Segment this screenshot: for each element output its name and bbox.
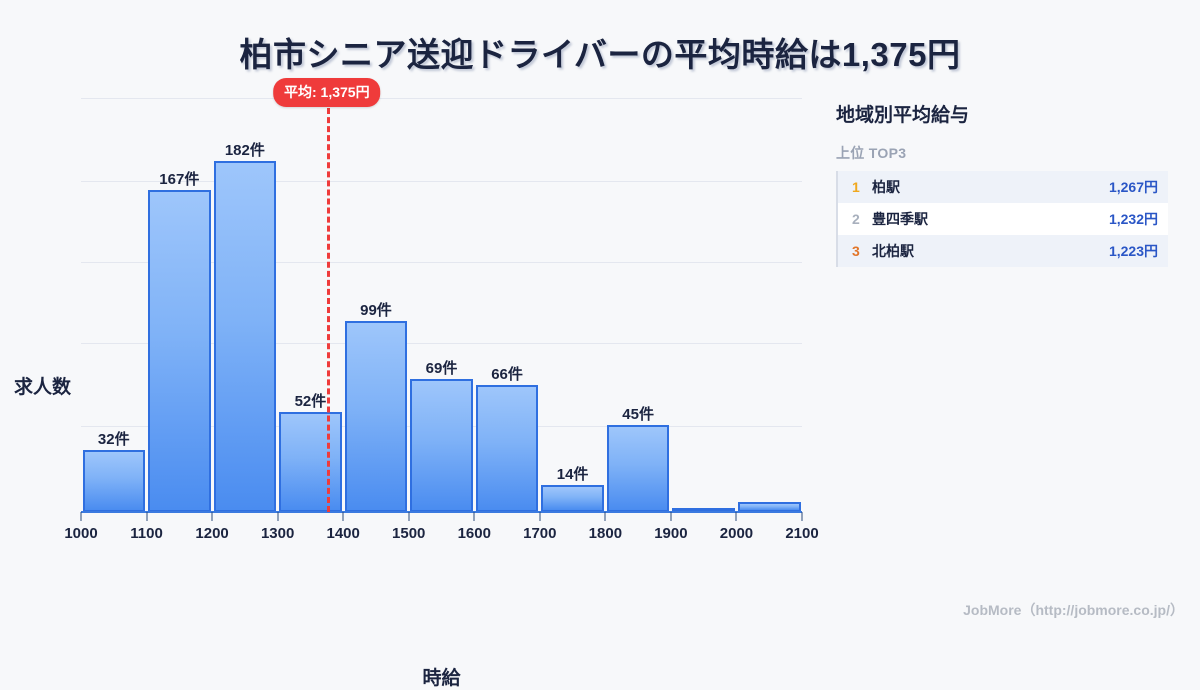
axis-tick-label: 1500 xyxy=(392,525,426,542)
histogram-bar[interactable]: 45件 xyxy=(606,406,670,512)
panel-subtitle: 上位 TOP3 xyxy=(836,145,907,161)
x-axis-ticks: 1000 1100 1200 1300 1400 1500 1600 1700 1800 1900… xyxy=(64,512,819,552)
gridline xyxy=(81,181,802,182)
bar-value-label: 66件 xyxy=(491,365,523,383)
histogram-chart: 求人数 時給 32件 167件 182件 52件 99件 69件 66件 14件 45件 100… xyxy=(0,78,830,689)
rank-number: 3 xyxy=(852,243,860,259)
bar-cell: 182件 xyxy=(212,99,278,512)
rank-wage-value: 1,267円 xyxy=(1108,179,1158,195)
rank-station-name: 豊四季駅 xyxy=(872,211,928,227)
bar-cell: 14件 xyxy=(540,99,606,512)
axis-tick-label: 2100 xyxy=(785,525,819,542)
bar-value-label: 69件 xyxy=(425,359,458,377)
rank-list: 1 柏駅 1,267円 2 豊四季駅 1,232円 3 北柏駅 1,223円 xyxy=(836,171,1168,267)
axis-tick xyxy=(604,512,606,521)
rank-wage-value: 1,232円 xyxy=(1108,211,1158,227)
axis-tick-label: 1000 xyxy=(64,525,98,542)
histogram-bar[interactable]: 182件 xyxy=(213,142,277,512)
plot-area: 32件 167件 182件 52件 99件 69件 66件 14件 45件 xyxy=(81,98,802,513)
bar-cell xyxy=(671,99,737,512)
histogram-bar[interactable]: 167件 xyxy=(148,171,211,512)
bar-value-label: 182件 xyxy=(224,141,265,159)
gridline xyxy=(81,98,802,99)
x-axis-line xyxy=(81,511,802,513)
axis-tick-label: 1600 xyxy=(457,525,491,542)
average-line xyxy=(326,99,330,512)
bar-cell: 66件 xyxy=(474,99,540,512)
panel-title: 地域別平均給与 xyxy=(836,105,970,126)
axis-tick xyxy=(146,512,148,521)
histogram-bar[interactable]: 52件 xyxy=(279,393,342,512)
axis-tick xyxy=(80,512,82,521)
axis-tick xyxy=(211,512,213,521)
axis-tick xyxy=(277,512,279,521)
bar-value-label: 99件 xyxy=(360,301,392,319)
rank-number: 2 xyxy=(852,211,860,227)
axis-tick-label: 1200 xyxy=(195,525,229,542)
axis-tick-label: 1900 xyxy=(654,525,688,542)
axis-tick xyxy=(408,512,410,521)
y-axis-title: 求人数 xyxy=(14,377,72,398)
axis-tick xyxy=(342,512,344,521)
page-title: 柏市シニア送迎ドライバーの平均時給は1,375円 xyxy=(239,36,961,73)
average-badge: 平均: 1,375円 xyxy=(272,78,381,107)
x-axis-title: 時給 xyxy=(422,668,461,689)
bar-series: 32件 167件 182件 52件 99件 69件 66件 14件 45件 xyxy=(81,99,802,512)
rank-wage-value: 1,223円 xyxy=(1108,243,1158,259)
axis-tick xyxy=(539,512,541,521)
axis-tick-label: 1800 xyxy=(588,525,623,542)
bar-cell: 99件 xyxy=(343,99,409,512)
axis-tick xyxy=(473,512,475,521)
axis-tick xyxy=(670,512,672,521)
rank-station-name: 北柏駅 xyxy=(872,243,914,259)
axis-tick-label: 1400 xyxy=(326,525,360,542)
bar-cell: 167件 xyxy=(147,99,213,512)
axis-tick-label: 1300 xyxy=(260,525,295,542)
rank-row[interactable]: 3 北柏駅 1,223円 xyxy=(838,235,1168,267)
region-average-panel: 地域別平均給与 上位 TOP3 1 柏駅 1,267円 2 豊四季駅 1,232円 3 北柏駅… xyxy=(836,100,1168,267)
watermark: JobMore（http://jobmore.co.jp/） xyxy=(963,602,1184,618)
rank-row[interactable]: 1 柏駅 1,267円 xyxy=(838,171,1168,203)
axis-tick-label: 2000 xyxy=(719,525,754,542)
bar-value-label: 52件 xyxy=(294,392,327,410)
bar-value-label: 14件 xyxy=(556,465,589,483)
histogram-bar[interactable]: 14件 xyxy=(541,466,604,512)
bar-cell: 45件 xyxy=(605,99,671,512)
histogram-bar[interactable]: 66件 xyxy=(475,366,539,512)
bar-value-label: 45件 xyxy=(622,406,654,424)
bar-cell: 69件 xyxy=(409,99,475,512)
axis-tick-label: 1700 xyxy=(523,525,557,542)
histogram-bar[interactable]: 32件 xyxy=(82,431,146,512)
axis-tick xyxy=(735,512,737,521)
bar-cell: 32件 xyxy=(81,99,147,512)
rank-station-name: 柏駅 xyxy=(872,179,900,195)
rank-number: 1 xyxy=(852,179,860,195)
rank-row[interactable]: 2 豊四季駅 1,232円 xyxy=(838,203,1168,235)
histogram-bar[interactable]: 69件 xyxy=(410,360,473,512)
gridline xyxy=(81,262,802,264)
bar-cell: 52件 xyxy=(278,99,344,512)
axis-tick xyxy=(801,512,803,521)
histogram-bar[interactable]: 99件 xyxy=(344,302,408,512)
bar-cell xyxy=(736,99,802,512)
bar-value-label: 32件 xyxy=(97,431,130,449)
bar-value-label: 167件 xyxy=(159,170,200,188)
gridline xyxy=(81,343,802,345)
axis-tick-label: 1100 xyxy=(130,525,163,542)
